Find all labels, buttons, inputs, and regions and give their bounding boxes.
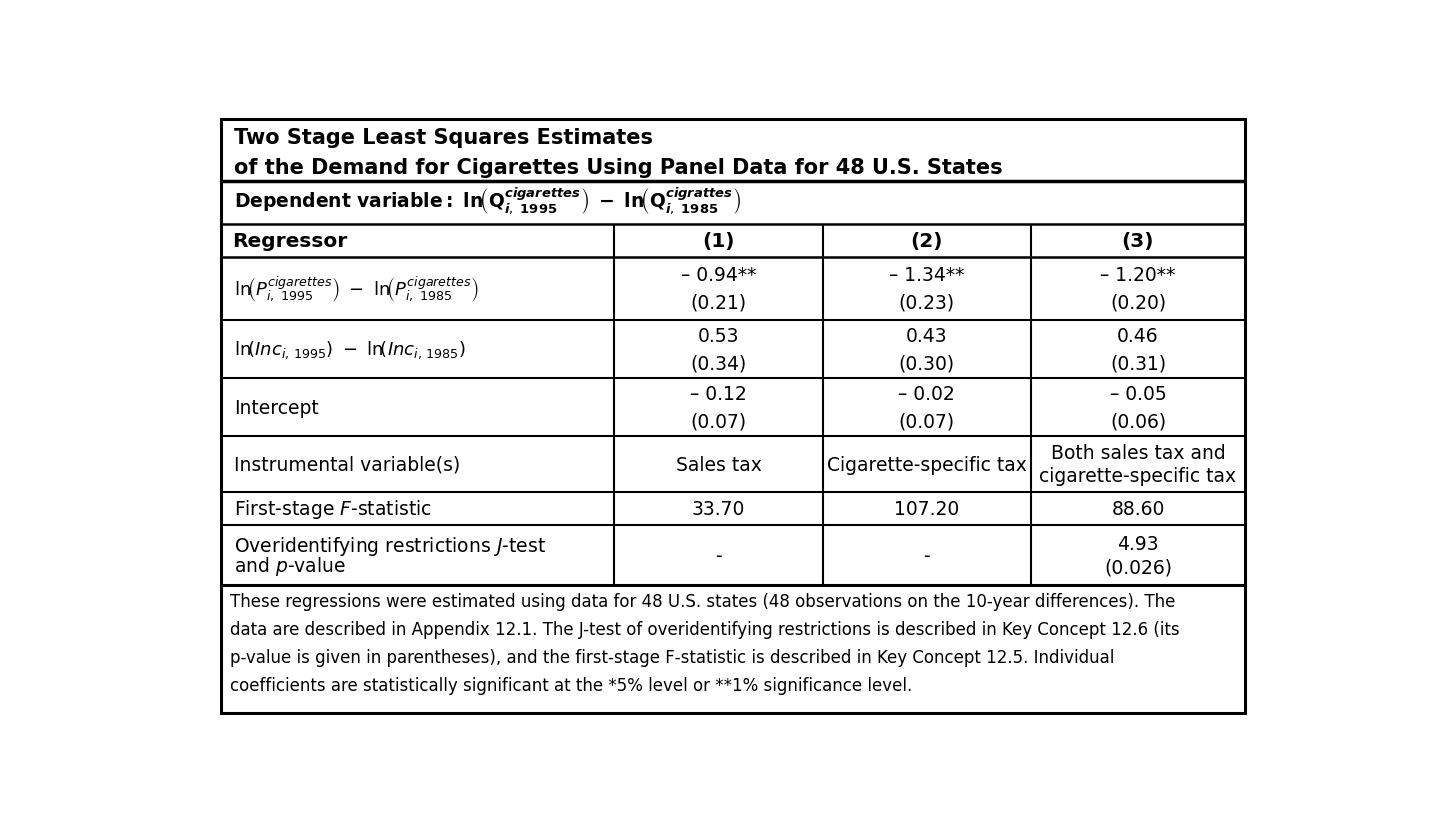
Text: (0.06): (0.06) — [1110, 412, 1165, 432]
Text: (0.07): (0.07) — [691, 412, 746, 432]
Text: (0.23): (0.23) — [899, 293, 955, 312]
Text: (2): (2) — [911, 231, 942, 251]
Text: $\mathrm{ln}\!\left(\mathit{Inc}_{i,\,1995}\right)\ -\ \mathrm{ln}\!\left(\mathi: $\mathrm{ln}\!\left(\mathit{Inc}_{i,\,19… — [235, 339, 466, 360]
Text: cigarette-specific tax: cigarette-specific tax — [1040, 467, 1237, 486]
Text: (1): (1) — [702, 231, 735, 251]
Text: Regressor: Regressor — [232, 231, 347, 251]
Text: These regressions were estimated using data for 48 U.S. states (48 observations : These regressions were estimated using d… — [230, 593, 1175, 611]
Text: 0.53: 0.53 — [698, 326, 739, 345]
Text: First-stage $\mathit{F}$-statistic: First-stage $\mathit{F}$-statistic — [235, 498, 432, 521]
Text: 0.43: 0.43 — [907, 326, 948, 345]
Text: (0.07): (0.07) — [899, 412, 955, 432]
Text: – 0.05: – 0.05 — [1110, 385, 1167, 404]
Text: 88.60: 88.60 — [1111, 500, 1164, 518]
Text: p-value is given in parentheses), and the first-stage F-statistic is described i: p-value is given in parentheses), and th… — [230, 648, 1114, 666]
Text: – 1.20**: – 1.20** — [1100, 265, 1175, 284]
Text: – 0.02: – 0.02 — [898, 385, 955, 404]
Text: (0.21): (0.21) — [691, 293, 746, 312]
Text: 33.70: 33.70 — [692, 500, 745, 518]
Text: Both sales tax and: Both sales tax and — [1051, 444, 1226, 463]
Text: (3): (3) — [1121, 231, 1154, 251]
Text: (0.026): (0.026) — [1104, 558, 1173, 577]
Text: Sales tax: Sales tax — [675, 455, 761, 474]
Text: $\mathrm{ln}\!\left(P^{cigarettes}_{i,\ 1995}\right)\ -\ \mathrm{ln}\!\left(P^{c: $\mathrm{ln}\!\left(P^{cigarettes}_{i,\ … — [235, 274, 479, 304]
Text: Instrumental variable(s): Instrumental variable(s) — [235, 455, 460, 474]
Text: Two Stage Least Squares Estimates: Two Stage Least Squares Estimates — [235, 128, 654, 148]
Text: 0.46: 0.46 — [1117, 326, 1158, 345]
Text: Cigarette-specific tax: Cigarette-specific tax — [827, 455, 1027, 474]
Text: (0.31): (0.31) — [1110, 354, 1165, 373]
Text: of the Demand for Cigarettes Using Panel Data for 48 U.S. States: of the Demand for Cigarettes Using Panel… — [235, 158, 1002, 179]
Text: -: - — [924, 546, 930, 565]
Text: Overidentifying restrictions $\mathit{J}$-test: Overidentifying restrictions $\mathit{J}… — [235, 534, 546, 557]
Text: -: - — [715, 546, 722, 565]
Text: 4.93: 4.93 — [1117, 535, 1158, 554]
Text: and $\mathit{p}$-value: and $\mathit{p}$-value — [235, 554, 346, 577]
Text: $\mathbf{Dependent\ variable:\ ln}\!\left(\mathbf{Q}^{\boldsymbol{cigarettes}}_{: $\mathbf{Dependent\ variable:\ ln}\!\lef… — [235, 185, 741, 217]
Text: – 0.94**: – 0.94** — [681, 265, 756, 284]
Text: (0.30): (0.30) — [899, 354, 955, 373]
Text: – 0.12: – 0.12 — [691, 385, 746, 404]
Text: data are described in Appendix 12.1. The J-test of overidentifying restrictions : data are described in Appendix 12.1. The… — [230, 621, 1180, 639]
Text: – 1.34**: – 1.34** — [889, 265, 964, 284]
Text: (0.34): (0.34) — [691, 354, 746, 373]
Text: 107.20: 107.20 — [894, 500, 960, 518]
Text: (0.20): (0.20) — [1110, 293, 1165, 312]
Text: coefficients are statistically significant at the *5% level or **1% significance: coefficients are statistically significa… — [230, 676, 912, 694]
Text: Intercept: Intercept — [235, 398, 319, 418]
